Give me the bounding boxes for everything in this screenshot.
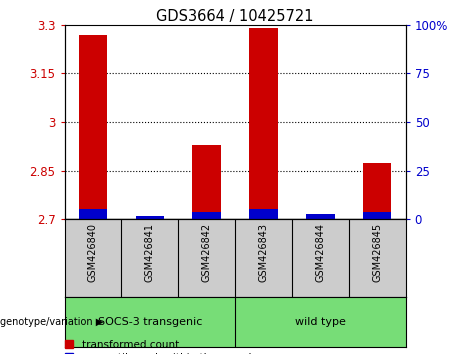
- Text: genotype/variation ▶: genotype/variation ▶: [0, 317, 103, 327]
- Legend: transformed count, percentile rank within the sample: transformed count, percentile rank withi…: [65, 340, 258, 354]
- Text: GSM426845: GSM426845: [372, 223, 382, 282]
- Text: GSM426844: GSM426844: [315, 223, 325, 282]
- Bar: [79, 34, 107, 219]
- Text: GSM426841: GSM426841: [145, 223, 155, 282]
- Text: GSM426840: GSM426840: [88, 223, 98, 282]
- Bar: [79, 209, 107, 219]
- Bar: [363, 163, 391, 219]
- Text: wild type: wild type: [295, 317, 346, 327]
- Bar: [136, 216, 164, 219]
- Bar: [136, 216, 164, 219]
- Bar: [249, 209, 278, 219]
- Bar: [306, 215, 335, 219]
- Bar: [249, 28, 278, 219]
- Text: SOCS-3 transgenic: SOCS-3 transgenic: [98, 317, 202, 327]
- Text: GSM426843: GSM426843: [259, 223, 269, 282]
- Bar: [363, 212, 391, 219]
- Bar: [306, 213, 335, 219]
- Title: GDS3664 / 10425721: GDS3664 / 10425721: [156, 8, 314, 24]
- Bar: [193, 145, 221, 219]
- Text: GSM426842: GSM426842: [201, 223, 212, 282]
- Bar: [193, 212, 221, 219]
